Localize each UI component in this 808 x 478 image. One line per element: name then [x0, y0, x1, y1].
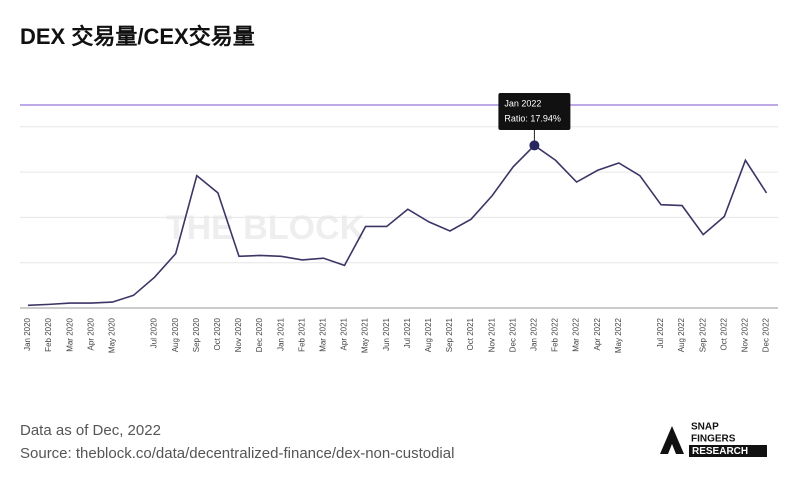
x-tick-label: Apr 2020 — [86, 317, 95, 350]
x-tick-label: Feb 2021 — [297, 317, 306, 351]
logo: SNAP FINGERS RESEARCH — [660, 422, 767, 457]
x-tick-label: Nov 2022 — [741, 317, 750, 352]
x-tick-label: Aug 2022 — [677, 317, 686, 352]
x-tick-label: Aug 2021 — [424, 317, 433, 352]
source: Source: theblock.co/data/decentralized-f… — [20, 445, 454, 462]
x-tick-label: May 2020 — [108, 317, 117, 353]
tooltip-title: Jan 2022 — [504, 98, 541, 108]
x-tick-label: Mar 2022 — [572, 317, 581, 351]
x-tick-label: Apr 2021 — [340, 317, 349, 350]
x-tick-label: Jan 2020 — [23, 317, 32, 350]
x-tick-label: Jul 2022 — [656, 317, 665, 348]
tooltip-label: Ratio: 17.94% — [504, 113, 561, 123]
x-tick-label: Jan 2022 — [530, 317, 539, 350]
logo-band — [689, 445, 767, 457]
x-tick-label: May 2021 — [361, 317, 370, 353]
x-tick-label: Dec 2020 — [255, 317, 264, 352]
logo-icon — [660, 426, 684, 454]
x-tick-label: Jan 2021 — [276, 317, 285, 350]
highlight-point — [529, 140, 540, 151]
tooltip-box — [498, 93, 571, 130]
x-tick-label: Apr 2022 — [593, 317, 602, 350]
x-tick-label: Sep 2020 — [192, 317, 201, 352]
logo-text: SNAP — [691, 422, 719, 433]
logo-text: FINGERS — [691, 434, 736, 445]
x-tick-label: May 2022 — [614, 317, 623, 353]
x-tick-label: Feb 2020 — [44, 317, 53, 351]
x-tick-label: Nov 2020 — [234, 317, 243, 352]
x-tick-label: Oct 2021 — [466, 317, 475, 350]
x-tick-label: Dec 2022 — [762, 317, 771, 352]
x-tick-label: Mar 2020 — [65, 317, 74, 351]
chart-title: DEX 交易量/CEX交易量 — [20, 24, 255, 49]
x-tick-label: Jul 2020 — [150, 317, 159, 348]
note: Data as of Dec, 2022 — [20, 422, 161, 439]
watermark: THE BLOCK — [166, 209, 365, 247]
line-series — [27, 144, 768, 307]
x-tick-label: Sep 2022 — [698, 317, 707, 352]
x-tick-label: Jul 2021 — [403, 317, 412, 348]
x-tick-label: Aug 2020 — [171, 317, 180, 352]
x-tick-label: Oct 2020 — [213, 317, 222, 350]
x-tick-label: Dec 2021 — [508, 317, 517, 352]
x-tick-label: Mar 2021 — [319, 317, 328, 351]
x-tick-label: Jun 2021 — [382, 317, 391, 350]
x-tick-label: Feb 2022 — [551, 317, 560, 351]
x-tick-label: Sep 2021 — [445, 317, 454, 352]
x-tick-label: Nov 2021 — [487, 317, 496, 352]
x-tick-label: Oct 2022 — [719, 317, 728, 350]
logo-text: RESEARCH — [692, 446, 748, 457]
